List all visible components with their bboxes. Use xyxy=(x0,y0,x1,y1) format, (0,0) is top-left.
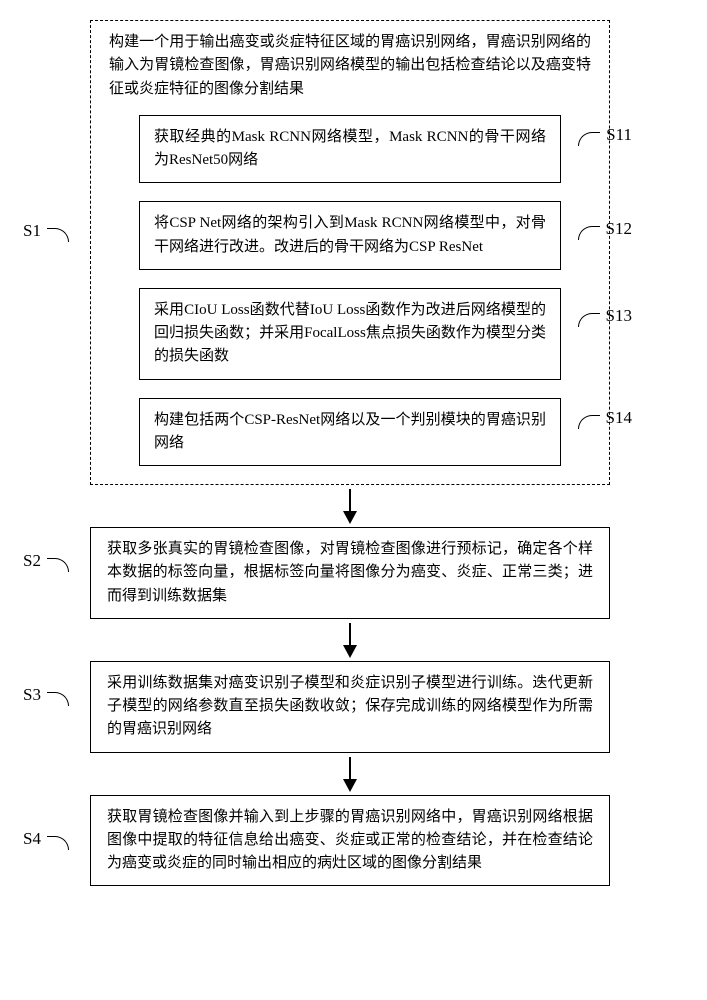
s12-text: 将CSP Net网络的架构引入到Mask RCNN网络模型中，对骨干网络进行改进… xyxy=(154,215,546,254)
s4-label-text: S4 xyxy=(23,826,41,852)
s1-intro: 构建一个用于输出癌变或炎症特征区域的胃癌识别网络，胃癌识别网络的输入为胃镜检查图… xyxy=(109,31,591,101)
s14-label: S14 xyxy=(578,405,632,431)
s14-box: S14 构建包括两个CSP-ResNet网络以及一个判别模块的胃癌识别网络 xyxy=(139,398,561,467)
s3-label: S3 xyxy=(23,682,69,708)
s13-box: S13 采用CIoU Loss函数代替IoU Loss函数作为改进后网络模型的回… xyxy=(139,288,561,380)
curve-icon xyxy=(578,313,600,327)
s4-text: 获取胃镜检查图像并输入到上步骤的胃癌识别网络中，胃癌识别网络根据图像中提取的特征… xyxy=(107,809,593,872)
curve-icon xyxy=(578,226,600,240)
s3-text: 采用训练数据集对癌变识别子模型和炎症识别子模型进行训练。迭代更新子模型的网络参数… xyxy=(107,675,593,738)
s1-group: S1 构建一个用于输出癌变或炎症特征区域的胃癌识别网络，胃癌识别网络的输入为胃镜… xyxy=(90,20,610,485)
s14-text: 构建包括两个CSP-ResNet网络以及一个判别模块的胃癌识别网络 xyxy=(154,412,546,451)
s11-label-text: S11 xyxy=(606,122,632,148)
arrow-s3-s4 xyxy=(90,753,610,795)
s3-box: S3 采用训练数据集对癌变识别子模型和炎症识别子模型进行训练。迭代更新子模型的网… xyxy=(90,661,610,753)
s1-label: S1 xyxy=(23,221,69,241)
arrow-s2-s3 xyxy=(90,619,610,661)
s13-label-text: S13 xyxy=(606,303,632,329)
s3-label-text: S3 xyxy=(23,682,41,708)
flow-container: S1 构建一个用于输出癌变或炎症特征区域的胃癌识别网络，胃癌识别网络的输入为胃镜… xyxy=(90,20,620,886)
s4-box: S4 获取胃镜检查图像并输入到上步骤的胃癌识别网络中，胃癌识别网络根据图像中提取… xyxy=(90,795,610,887)
curve-icon xyxy=(47,558,69,572)
arrow-s1-s2 xyxy=(90,485,610,527)
s11-label: S11 xyxy=(578,122,632,148)
curve-icon xyxy=(578,415,600,429)
curve-icon xyxy=(47,228,69,242)
s2-text: 获取多张真实的胃镜检查图像，对胃镜检查图像进行预标记，确定各个样本数据的标签向量… xyxy=(107,541,593,604)
s12-box: S12 将CSP Net网络的架构引入到Mask RCNN网络模型中，对骨干网络… xyxy=(139,201,561,270)
s11-box: S11 获取经典的Mask RCNN网络模型，Mask RCNN的骨干网络为Re… xyxy=(139,115,561,184)
s12-label: S12 xyxy=(578,216,632,242)
s4-label: S4 xyxy=(23,826,69,852)
s2-label-text: S2 xyxy=(23,548,41,574)
s1-label-text: S1 xyxy=(23,221,41,241)
s12-label-text: S12 xyxy=(606,216,632,242)
curve-icon xyxy=(47,692,69,706)
s13-text: 采用CIoU Loss函数代替IoU Loss函数作为改进后网络模型的回归损失函… xyxy=(154,302,546,365)
curve-icon xyxy=(578,132,600,146)
s14-label-text: S14 xyxy=(606,405,632,431)
s11-text: 获取经典的Mask RCNN网络模型，Mask RCNN的骨干网络为ResNet… xyxy=(154,129,546,168)
s2-box: S2 获取多张真实的胃镜检查图像，对胃镜检查图像进行预标记，确定各个样本数据的标… xyxy=(90,527,610,619)
s13-label: S13 xyxy=(578,303,632,329)
s2-label: S2 xyxy=(23,548,69,574)
curve-icon xyxy=(47,836,69,850)
